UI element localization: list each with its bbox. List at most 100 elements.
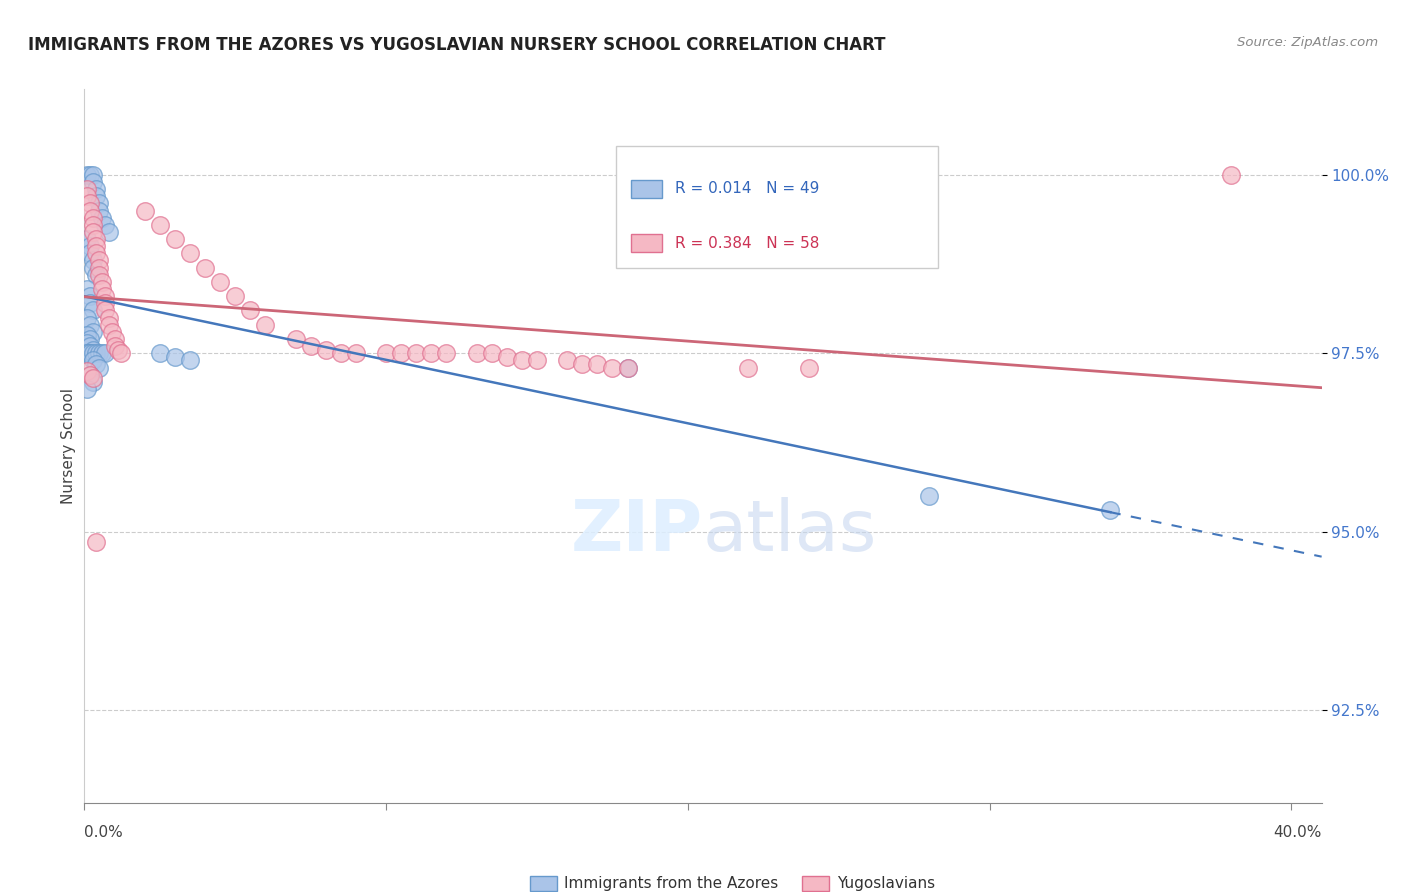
Point	[76, 346, 98, 360]
Point	[79, 368, 101, 382]
Point	[82, 225, 104, 239]
Point	[103, 332, 125, 346]
Point	[405, 346, 427, 360]
Point	[254, 318, 277, 332]
Point	[76, 168, 98, 182]
Text: Yugoslavians: Yugoslavians	[837, 876, 935, 891]
Point	[555, 353, 578, 368]
Point	[79, 346, 101, 360]
Point	[97, 318, 120, 332]
Point	[79, 332, 101, 346]
Point	[82, 218, 104, 232]
Text: atlas: atlas	[703, 497, 877, 566]
Point	[86, 189, 108, 203]
Bar	[631, 180, 662, 198]
Text: R = 0.014   N = 49: R = 0.014 N = 49	[675, 181, 818, 196]
Point	[107, 343, 129, 357]
Text: IMMIGRANTS FROM THE AZORES VS YUGOSLAVIAN NURSERY SCHOOL CORRELATION CHART: IMMIGRANTS FROM THE AZORES VS YUGOSLAVIA…	[28, 36, 886, 54]
Point	[86, 182, 108, 196]
Point	[389, 346, 412, 360]
Point	[79, 289, 101, 303]
Point	[79, 368, 101, 382]
Point	[79, 203, 101, 218]
Point	[79, 196, 101, 211]
Point	[495, 350, 517, 364]
Point	[737, 360, 759, 375]
Point	[91, 346, 114, 360]
Text: ZIP: ZIP	[571, 497, 703, 566]
Point	[194, 260, 217, 275]
Point	[79, 318, 101, 332]
Point	[79, 246, 101, 260]
Point	[82, 353, 104, 368]
Point	[79, 339, 101, 353]
Point	[284, 332, 307, 346]
Point	[89, 253, 111, 268]
Point	[616, 360, 638, 375]
Point	[76, 310, 98, 325]
Point	[82, 303, 104, 318]
Point	[76, 282, 98, 296]
Point	[239, 303, 262, 318]
Point	[79, 346, 101, 360]
Point	[420, 346, 443, 360]
Point	[616, 360, 638, 375]
Point	[97, 310, 120, 325]
Point	[86, 232, 108, 246]
Point	[329, 346, 352, 360]
Point	[149, 218, 172, 232]
Point	[82, 175, 104, 189]
Point	[82, 343, 104, 357]
Point	[134, 203, 156, 218]
Bar	[801, 876, 830, 891]
Point	[586, 357, 609, 371]
Point	[91, 275, 114, 289]
Point	[89, 360, 111, 375]
Point	[86, 268, 108, 282]
Point	[79, 239, 101, 253]
Point	[76, 182, 98, 196]
Text: 0.0%: 0.0%	[84, 825, 124, 840]
Point	[91, 211, 114, 225]
Point	[97, 225, 120, 239]
Point	[76, 364, 98, 378]
Point	[86, 535, 108, 549]
Point	[465, 346, 488, 360]
Point	[86, 239, 108, 253]
Text: 40.0%: 40.0%	[1274, 825, 1322, 840]
Point	[602, 360, 624, 375]
Point	[1220, 168, 1243, 182]
Point	[110, 346, 132, 360]
Text: Source: ZipAtlas.com: Source: ZipAtlas.com	[1237, 36, 1378, 49]
Point	[91, 282, 114, 296]
Point	[82, 346, 104, 360]
Point	[79, 168, 101, 182]
Point	[163, 350, 186, 364]
Point	[82, 260, 104, 275]
Point	[375, 346, 398, 360]
Text: Immigrants from the Azores: Immigrants from the Azores	[564, 876, 779, 891]
Point	[103, 339, 125, 353]
Point	[179, 353, 201, 368]
Point	[149, 346, 172, 360]
Point	[76, 382, 98, 396]
Point	[86, 357, 108, 371]
Point	[209, 275, 232, 289]
Point	[526, 353, 548, 368]
Bar	[631, 235, 662, 252]
Point	[481, 346, 503, 360]
Point	[86, 246, 108, 260]
Point	[82, 375, 104, 389]
Point	[224, 289, 246, 303]
Point	[94, 346, 117, 360]
Point	[82, 211, 104, 225]
Bar	[530, 876, 557, 891]
Point	[179, 246, 201, 260]
Text: R = 0.384   N = 58: R = 0.384 N = 58	[675, 235, 818, 251]
Point	[82, 371, 104, 385]
Point	[76, 232, 98, 246]
Point	[76, 328, 98, 343]
Point	[82, 253, 104, 268]
Point	[797, 360, 820, 375]
Point	[94, 218, 117, 232]
